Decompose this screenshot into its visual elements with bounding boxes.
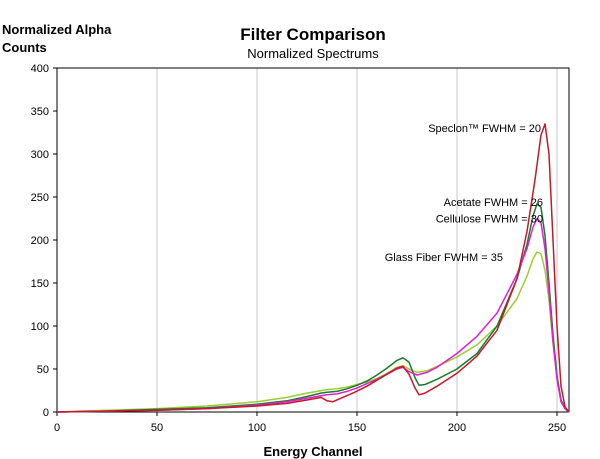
x-tick-label: 250 xyxy=(548,422,566,434)
chart-title: Filter Comparison xyxy=(240,25,385,44)
x-tick-label: 50 xyxy=(151,422,163,434)
x-axis-label: Energy Channel xyxy=(264,444,363,459)
annotation-label: Cellulose FWHM = 30 xyxy=(436,214,543,226)
tick-layer: 0 50 100 150 200 250 0 50 100 150 200 250 300 350 400 xyxy=(31,63,567,434)
annotation-label: Acetate FWHM = 26 xyxy=(444,197,543,209)
y-tick-label: 50 xyxy=(37,364,49,376)
x-tick-label: 0 xyxy=(54,422,60,434)
x-tick-label: 150 xyxy=(348,422,366,434)
y-axis-label-line2: Counts xyxy=(2,40,47,55)
annotation-layer: Speclon™ FWHM = 20 Acetate FWHM = 26 Cellu… xyxy=(385,123,543,264)
y-tick-label: 200 xyxy=(31,235,49,247)
x-tick-label: 200 xyxy=(448,422,466,434)
series-line-3 xyxy=(56,217,570,413)
y-tick-label: 100 xyxy=(31,321,49,333)
annotation-label: Glass Fiber FWHM = 35 xyxy=(385,252,503,264)
grid-layer xyxy=(156,68,558,412)
y-tick-label: 250 xyxy=(31,192,49,204)
annotation-label: Speclon™ FWHM = 20 xyxy=(428,123,541,135)
chart-subtitle: Normalized Spectrums xyxy=(247,46,379,61)
x-tick-label: 100 xyxy=(248,422,266,434)
y-tick-label: 0 xyxy=(43,407,49,419)
series-line-4 xyxy=(56,123,570,413)
plot-frame xyxy=(56,67,570,413)
y-axis-label-line1: Normalized Alpha xyxy=(2,22,112,37)
y-tick-label: 350 xyxy=(31,106,49,118)
y-tick-label: 300 xyxy=(31,149,49,161)
y-tick-label: 400 xyxy=(31,63,49,75)
y-tick-label: 150 xyxy=(31,278,49,290)
series-line-2 xyxy=(56,203,570,413)
series-layer xyxy=(56,123,570,413)
series-line-1 xyxy=(56,251,570,413)
